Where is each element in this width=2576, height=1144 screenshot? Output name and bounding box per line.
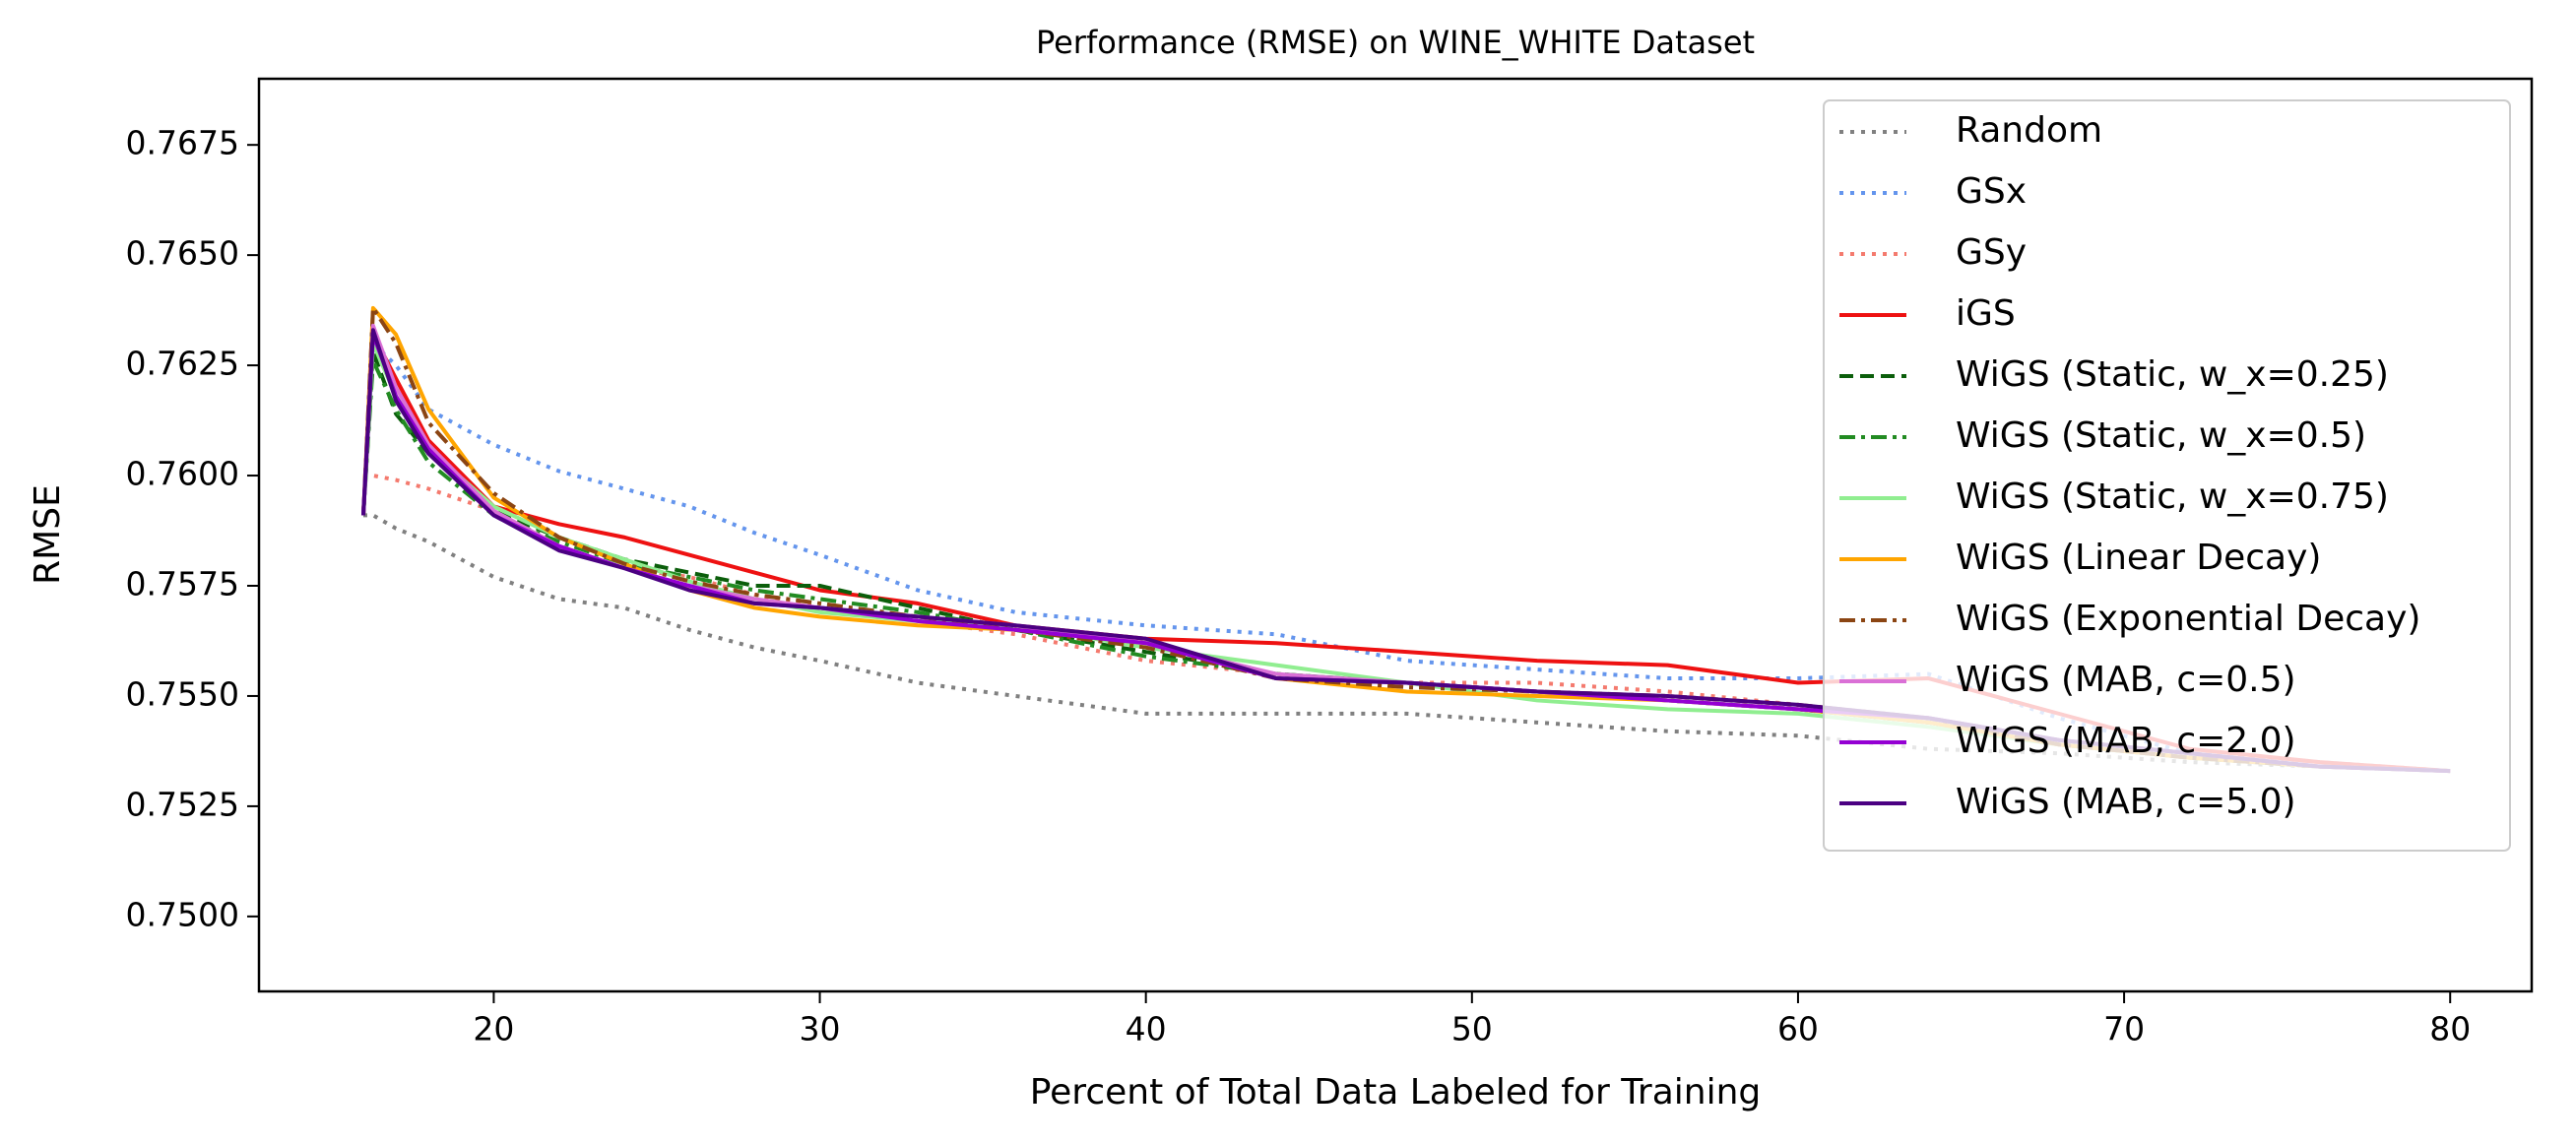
legend-label: iGS — [1956, 293, 2016, 334]
y-axis-label: RMSE — [28, 484, 68, 585]
y-tick-label: 0.7500 — [126, 895, 239, 933]
legend-label: Random — [1956, 110, 2102, 151]
x-tick-label: 70 — [2103, 1010, 2145, 1049]
y-tick-label: 0.7650 — [126, 234, 239, 273]
y-tick-label: 0.7550 — [126, 674, 239, 713]
y-tick-label: 0.7575 — [126, 565, 239, 604]
legend-label: GSx — [1956, 171, 2027, 212]
x-tick-label: 60 — [1777, 1010, 1819, 1049]
chart-title: Performance (RMSE) on WINE_WHITE Dataset — [1036, 24, 1755, 61]
legend-label: WiGS (Static, w_x=0.75) — [1956, 477, 2389, 517]
x-tick-label: 20 — [473, 1010, 514, 1049]
x-tick-label: 80 — [2429, 1010, 2471, 1049]
x-tick-label: 30 — [800, 1010, 841, 1049]
y-tick-label: 0.7625 — [126, 345, 239, 383]
y-tick-label: 0.7525 — [126, 785, 239, 823]
y-tick-label: 0.7600 — [126, 455, 239, 493]
legend-label: WiGS (MAB, c=0.5) — [1956, 660, 2296, 700]
legend-label: WiGS (Exponential Decay) — [1956, 599, 2420, 639]
plot-frame — [257, 77, 2534, 993]
legend-label: WiGS (Linear Decay) — [1956, 538, 2321, 578]
legend-label: WiGS (Static, w_x=0.25) — [1956, 354, 2389, 395]
y-tick-label: 0.7675 — [126, 124, 239, 162]
legend: Random GSx GSy iGS WiGS (Static, w_x=0.25) Wi… — [1823, 99, 2511, 852]
x-tick-label: 50 — [1451, 1010, 1493, 1049]
legend-label: WiGS (Static, w_x=0.5) — [1956, 415, 2366, 456]
legend-label: WiGS (MAB, c=5.0) — [1956, 782, 2296, 822]
x-tick-label: 40 — [1126, 1010, 1167, 1049]
series-line — [362, 513, 2451, 774]
x-axis-label: Percent of Total Data Labeled for Traini… — [1030, 1072, 1762, 1112]
legend-label: GSy — [1956, 232, 2027, 273]
legend-box — [1823, 99, 2511, 852]
legend-label: WiGS (MAB, c=2.0) — [1956, 721, 2296, 761]
